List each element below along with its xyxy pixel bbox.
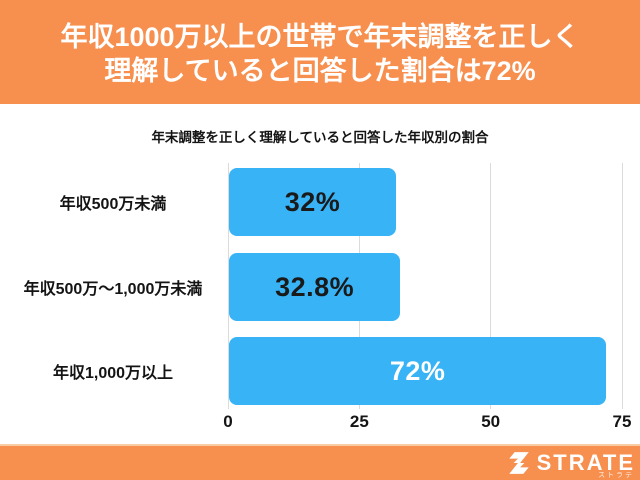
- category-label: 年収500万未満: [59, 196, 167, 213]
- brand-name: STRATE: [536, 450, 635, 475]
- x-tick-label: 0: [223, 412, 233, 431]
- value-label: 32.8%: [275, 271, 355, 302]
- header-title-line1: 年収1000万以上の世帯で年末調整を正しく: [60, 22, 580, 52]
- gridline: [621, 163, 623, 409]
- value-label: 72%: [389, 355, 446, 386]
- x-tick-label: 75: [612, 412, 632, 431]
- category-label: 年収500万～1,000万未満: [23, 281, 203, 298]
- x-tick-label: 25: [349, 412, 369, 431]
- chart-title: 年末調整を正しく理解していると回答した年収別の割合: [151, 130, 489, 145]
- gridline: [227, 163, 229, 409]
- x-tick-label: 50: [481, 412, 501, 431]
- strate-s-icon: [508, 452, 529, 474]
- bar: 32%: [229, 168, 397, 236]
- header-banner: 年収1000万以上の世帯で年末調整を正しく 理解していると回答した割合は72%: [0, 0, 640, 104]
- brand-logo: STRATE ストラテ: [506, 449, 635, 479]
- brand-subtitle: ストラテ: [598, 472, 634, 479]
- category-label: 年収1,000万以上: [52, 365, 174, 382]
- bar: 72%: [229, 337, 607, 405]
- header-title-line2: 理解していると回答した割合は72%: [104, 56, 536, 86]
- footer-bar: STRATE ストラテ: [0, 444, 640, 480]
- value-label: 32%: [284, 186, 341, 217]
- bar: 32.8%: [229, 253, 401, 321]
- gridline: [490, 163, 492, 409]
